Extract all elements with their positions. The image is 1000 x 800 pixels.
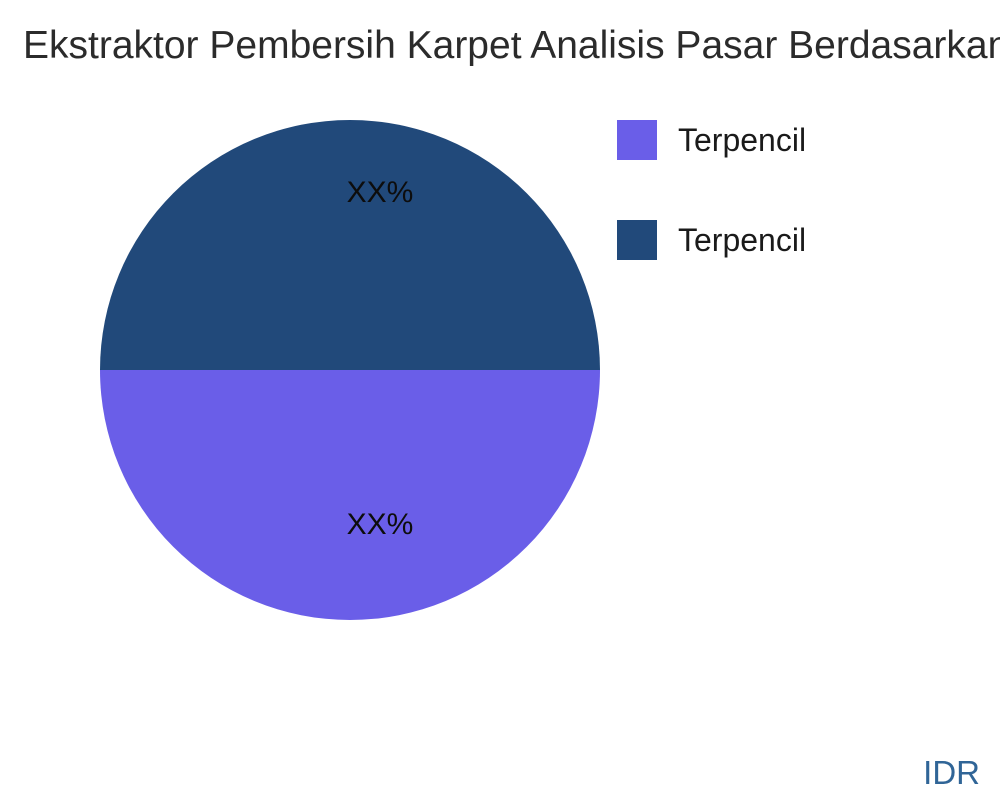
legend-label: Terpencil bbox=[678, 221, 807, 258]
pie-slice-bottom[interactable] bbox=[100, 370, 600, 620]
legend-entry-terpencil-1[interactable]: Terpencil bbox=[617, 120, 806, 160]
legend-entry-terpencil-2[interactable]: Terpencil bbox=[617, 220, 806, 260]
currency-label: IDR bbox=[923, 754, 980, 791]
chart-title: Ekstraktor Pembersih Karpet Analisis Pas… bbox=[23, 24, 1000, 67]
legend-swatch-purple bbox=[617, 120, 657, 160]
pie-slice-bottom-value-label: XX% bbox=[346, 508, 414, 541]
legend-label: Terpencil bbox=[678, 121, 807, 158]
pie-slice-top[interactable] bbox=[100, 120, 600, 370]
pie-slice-top-value-label: XX% bbox=[346, 176, 414, 209]
legend-swatch-darkblue bbox=[617, 220, 657, 260]
